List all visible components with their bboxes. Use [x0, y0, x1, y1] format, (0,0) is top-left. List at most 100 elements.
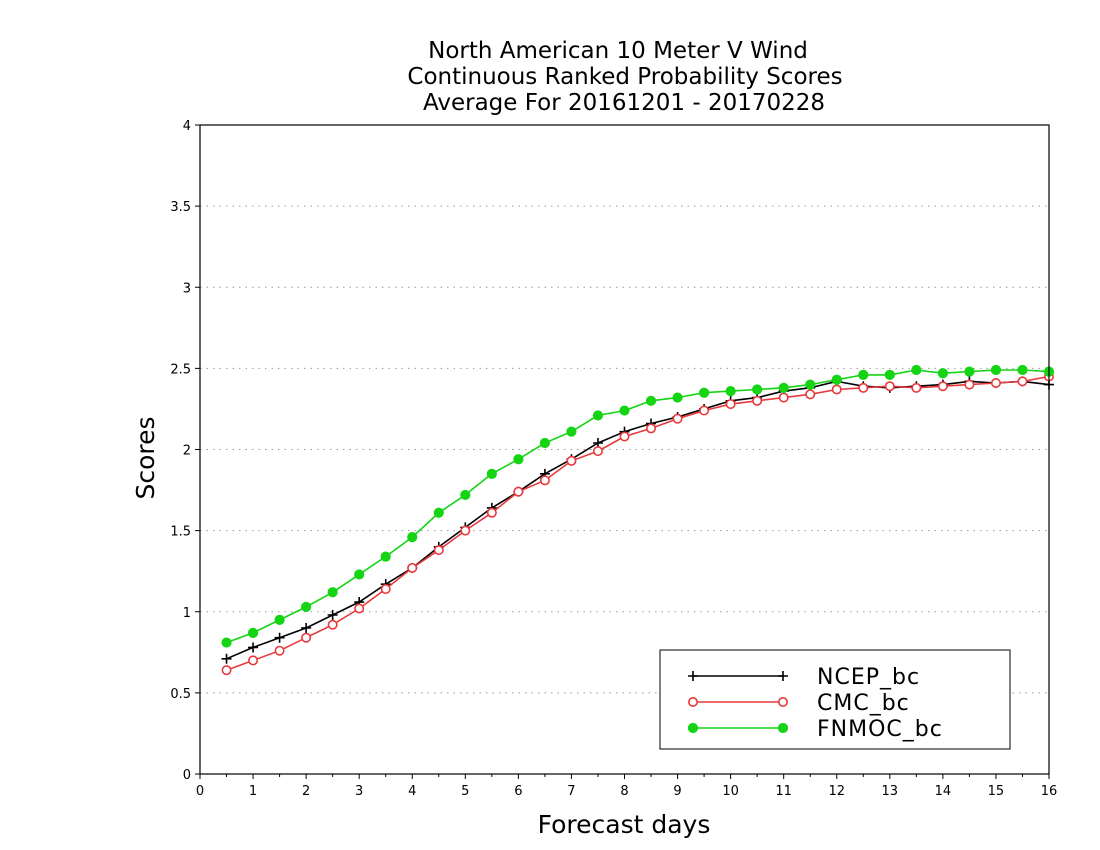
- legend-box: [659, 649, 1011, 750]
- series-layer: [221, 364, 1055, 676]
- series-fnmoc-bc: [221, 364, 1055, 648]
- data-point: [301, 622, 312, 633]
- data-point: [407, 532, 418, 543]
- y-tick-label: 0: [183, 768, 191, 783]
- x-tick-label: 7: [567, 784, 575, 799]
- data-point: [778, 382, 789, 393]
- data-point: [619, 405, 630, 416]
- legend-marker: [687, 722, 699, 734]
- data-point: [805, 389, 816, 400]
- x-axis-title: Forecast days: [538, 810, 711, 839]
- legend-label-ncep: NCEP_bc: [817, 665, 920, 690]
- y-tick-label: 0.5: [170, 687, 191, 702]
- x-tick-label: 16: [1041, 784, 1058, 799]
- data-point: [884, 369, 895, 380]
- y-tick-label: 2: [183, 444, 191, 459]
- ticks: 00.511.522.533.540 1 2 3 4 5 6 7 8 9 10 11 12 13 14 15 1…: [170, 119, 1057, 799]
- series-line: [226, 369, 1050, 644]
- data-point: [486, 507, 497, 518]
- data-point: [327, 609, 338, 620]
- y-tick-label: 1.5: [170, 525, 191, 540]
- data-point: [805, 379, 816, 390]
- x-tick-label: 10: [722, 784, 739, 799]
- data-point: [699, 405, 710, 416]
- y-tick-label: 3: [183, 281, 191, 296]
- data-point: [964, 366, 975, 377]
- data-point: [592, 410, 604, 421]
- x-tick-label: 11: [775, 784, 792, 799]
- data-point: [221, 637, 232, 648]
- data-point: [433, 545, 444, 556]
- data-point: [327, 619, 338, 630]
- data-point: [327, 587, 338, 598]
- data-point: [380, 584, 391, 595]
- data-point: [592, 446, 603, 457]
- x-tick-label: 14: [935, 784, 952, 799]
- legend-marker: [778, 671, 788, 681]
- data-point: [566, 455, 577, 466]
- series-cmc-bc: [221, 371, 1055, 676]
- x-tick-label: 9: [673, 784, 681, 799]
- data-point: [672, 413, 683, 424]
- data-point: [301, 632, 312, 643]
- data-point: [698, 387, 710, 398]
- data-point: [911, 364, 922, 376]
- legend-marker: [777, 722, 789, 734]
- data-point: [247, 627, 259, 638]
- data-point: [752, 395, 763, 406]
- x-tick-label: 12: [828, 784, 845, 799]
- title-line-1: North American 10 Meter V Wind: [428, 38, 808, 64]
- data-point: [990, 364, 1002, 376]
- data-point: [407, 562, 418, 573]
- x-tick-label: 4: [408, 784, 416, 799]
- legend-label-cmc: CMC_bc: [817, 691, 910, 716]
- y-tick-label: 1: [183, 606, 191, 621]
- data-point: [619, 431, 630, 442]
- data-point: [380, 551, 391, 562]
- legend-marker: [687, 696, 698, 707]
- y-tick-label: 3.5: [170, 200, 191, 215]
- data-point: [672, 392, 683, 403]
- x-tick-label: 15: [988, 784, 1005, 799]
- x-tick-label: 13: [882, 784, 899, 799]
- data-point: [858, 369, 869, 380]
- x-tick-label: 2: [302, 784, 310, 799]
- data-point: [274, 632, 285, 643]
- data-point: [884, 381, 895, 392]
- data-point: [831, 374, 842, 385]
- gridlines: [200, 205, 1049, 694]
- data-point: [725, 385, 736, 397]
- data-point: [513, 486, 524, 497]
- series-line: [226, 380, 1050, 660]
- data-point: [990, 377, 1001, 388]
- series-line: [226, 375, 1050, 671]
- y-tick-label: 2.5: [170, 362, 191, 377]
- data-point: [248, 642, 259, 653]
- data-point: [274, 614, 285, 625]
- y-tick-label: 4: [183, 119, 191, 134]
- x-tick-label: 8: [620, 784, 628, 799]
- data-point: [858, 382, 869, 393]
- data-point: [831, 384, 842, 395]
- legend-marker: [777, 696, 788, 707]
- data-point: [937, 381, 948, 392]
- data-point: [646, 423, 657, 434]
- data-point: [1017, 364, 1028, 376]
- x-tick-label: 3: [355, 784, 363, 799]
- data-point: [354, 569, 365, 580]
- data-point: [354, 603, 365, 614]
- data-point: [937, 368, 948, 379]
- data-point: [752, 384, 763, 395]
- data-point: [221, 665, 232, 676]
- data-point: [433, 507, 444, 518]
- x-tick-label: 6: [514, 784, 522, 799]
- chart-title: North American 10 Meter V Wind Continuou…: [407, 38, 842, 116]
- data-point: [486, 468, 497, 479]
- x-tick-label: 5: [461, 784, 469, 799]
- data-point: [301, 601, 312, 612]
- legend-marker: [688, 671, 698, 681]
- data-point: [460, 525, 471, 536]
- data-point: [964, 379, 975, 390]
- data-point: [1017, 376, 1028, 387]
